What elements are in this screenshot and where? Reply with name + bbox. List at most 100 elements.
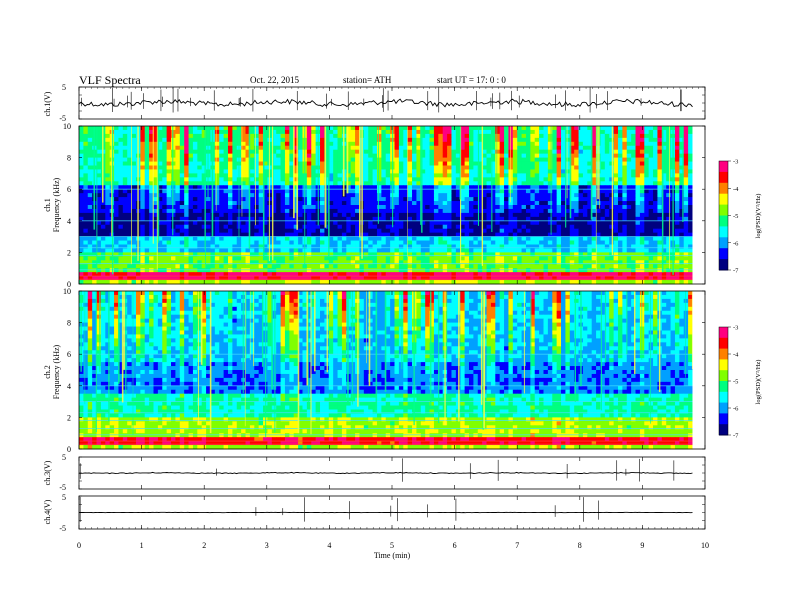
spectrogram-cell xyxy=(162,201,168,206)
spectrogram-cell xyxy=(236,236,242,241)
spectrogram-cell xyxy=(499,236,505,241)
spectrogram-cell xyxy=(341,212,347,218)
spectrogram-cell xyxy=(166,205,172,210)
spectrogram-cell xyxy=(438,126,444,131)
spectrogram-cell xyxy=(653,145,658,151)
spectrogram-cell xyxy=(635,236,641,241)
spectrogram-cell xyxy=(355,244,360,249)
spectrogram-cell xyxy=(661,129,667,135)
spectrogram-cell xyxy=(517,228,522,234)
spectrogram-cell xyxy=(363,141,369,147)
spectrogram-cell xyxy=(617,224,623,230)
spectrogram-cell xyxy=(635,165,641,170)
spectrogram-cell xyxy=(455,153,461,158)
spectrogram-cell xyxy=(530,185,536,190)
spectrogram-cell xyxy=(219,177,224,182)
spectrogram-cell xyxy=(674,216,680,222)
spectrogram-cell xyxy=(192,189,198,194)
spectrogram-cell xyxy=(429,248,435,253)
spectrogram-cell xyxy=(425,248,430,253)
spectrogram-cell xyxy=(688,240,693,245)
spectrogram-cell xyxy=(407,129,413,135)
spectrogram-cell xyxy=(556,165,562,170)
spectrogram-cell xyxy=(460,153,466,158)
spectrogram-cell xyxy=(276,228,281,234)
spectrogram-cell xyxy=(184,212,189,218)
spectrogram-cell xyxy=(674,208,680,214)
spectrogram-cell xyxy=(574,189,579,194)
spectrogram-cell xyxy=(482,181,487,186)
spectrogram-cell xyxy=(385,181,391,186)
spectrogram-cell xyxy=(175,224,181,230)
spectrogram-cell xyxy=(232,201,238,206)
spectrogram-cell xyxy=(565,244,571,249)
spectrogram-cell xyxy=(324,252,330,257)
spectrogram-cell xyxy=(451,153,457,158)
spectrogram-cell xyxy=(679,137,685,143)
spectrogram-cell xyxy=(306,197,312,202)
spectrogram-cell xyxy=(482,145,487,151)
spectrogram-cell xyxy=(639,169,645,174)
spectrogram-cell xyxy=(249,133,255,139)
spectrogram-cell xyxy=(320,260,325,265)
spectrogram-cell xyxy=(464,145,470,151)
spectrogram-cell xyxy=(688,205,693,210)
spectrogram-cell xyxy=(442,141,448,147)
spectrogram-cell xyxy=(407,153,413,158)
spectrogram-cell xyxy=(105,137,111,143)
spectrogram-cell xyxy=(232,208,238,214)
spectrogram-cell xyxy=(114,129,119,135)
spectrogram-cell xyxy=(280,141,286,147)
spectrogram-cell xyxy=(547,165,553,170)
spectrogram-cell xyxy=(249,201,255,206)
spectrogram-cell xyxy=(79,236,84,241)
spectrogram-cell xyxy=(455,149,461,155)
spectrogram-cell xyxy=(114,126,119,131)
spectrogram-cell xyxy=(298,205,303,210)
spectrogram-cell xyxy=(83,129,89,135)
spectrogram-cell xyxy=(543,145,549,151)
spectrogram-cell xyxy=(87,205,93,210)
spectrogram-cell xyxy=(376,256,382,261)
spectrogram-cell xyxy=(517,185,522,190)
spectrogram-cell xyxy=(525,126,531,131)
spectrogram-cell xyxy=(394,165,400,170)
spectrogram-cell xyxy=(105,232,111,237)
spectrogram-cell xyxy=(201,240,207,245)
spectrogram-cell xyxy=(464,248,470,253)
spectrogram-cell xyxy=(683,193,689,198)
spectrogram-cell xyxy=(622,201,628,206)
spectrogram-cell xyxy=(320,193,325,198)
spectrogram-cell xyxy=(324,232,330,237)
spectrogram-cell xyxy=(460,208,466,214)
spectrogram-cell xyxy=(569,197,575,202)
spectrogram-cell xyxy=(385,126,391,131)
spectrogram-cell xyxy=(385,129,391,135)
spectrogram-cell xyxy=(477,220,483,226)
spectrogram-cell xyxy=(166,197,172,202)
spectrogram-cell xyxy=(258,260,264,265)
spectrogram-cell xyxy=(289,260,295,265)
spectrogram-cell xyxy=(289,205,295,210)
spectrogram-cell xyxy=(644,181,650,186)
spectrogram-cell xyxy=(227,161,233,166)
spectrogram-cell xyxy=(561,208,566,214)
spectrogram-cell xyxy=(679,157,685,162)
spectrogram-cell xyxy=(600,141,606,147)
spectrogram-cell xyxy=(578,177,584,182)
spectrogram-cell xyxy=(657,197,663,202)
spectrogram-cell xyxy=(455,141,461,147)
spectrogram-cell xyxy=(306,216,312,222)
spectrogram-cell xyxy=(79,193,84,198)
spectrogram-cell xyxy=(171,141,176,147)
spectrogram-cell xyxy=(201,177,207,182)
spectrogram-cell xyxy=(455,189,461,194)
spectrogram-cell xyxy=(241,126,246,131)
spectrogram-cell xyxy=(232,232,238,237)
spectrogram-cell xyxy=(486,208,492,214)
spectrogram-cell xyxy=(433,165,439,170)
spectrogram-cell xyxy=(320,248,325,253)
spectrogram-cell xyxy=(561,157,566,162)
spectrogram-cell xyxy=(591,141,597,147)
spectrogram-cell xyxy=(490,133,496,139)
